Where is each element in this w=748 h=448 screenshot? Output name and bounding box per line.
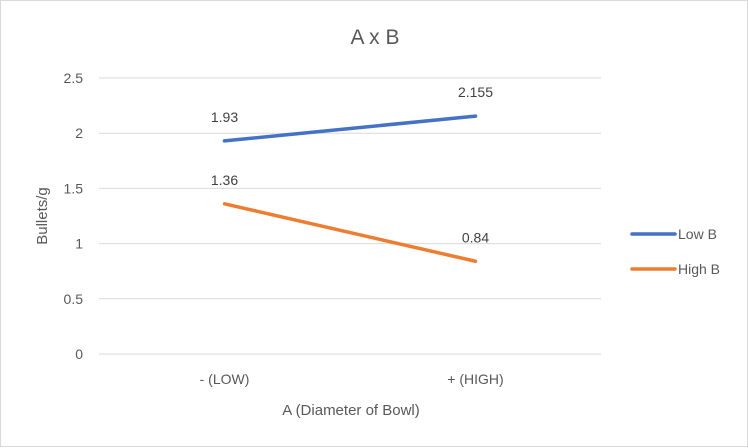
- series-line-low-b: [222, 114, 478, 143]
- y-tick-label: 1.5: [64, 180, 84, 196]
- legend-label: High B: [678, 261, 720, 277]
- data-point: [223, 202, 226, 206]
- data-labels: 1.93 2.155 1.36 0.84: [211, 84, 493, 245]
- y-axis-ticks: 0 0.5 1 1.5 2 2.5: [64, 70, 84, 362]
- data-point: [223, 139, 226, 143]
- data-label: 0.84: [462, 229, 489, 245]
- y-tick-label: 0.5: [64, 291, 84, 307]
- gridlines: [99, 77, 601, 355]
- data-point: [474, 114, 477, 118]
- y-axis-title: Bullets/g: [34, 187, 51, 245]
- x-axis-title: A (Diameter of Bowl): [282, 402, 420, 419]
- y-tick-label: 0: [75, 346, 83, 362]
- legend-label: Low B: [678, 226, 717, 242]
- y-tick-label: 1: [75, 236, 83, 252]
- legend: Low B High B: [630, 226, 720, 277]
- series-line-high-b: [222, 202, 478, 264]
- x-tick-label: - (LOW): [200, 371, 250, 387]
- x-axis-ticks: - (LOW) + (HIGH): [200, 371, 504, 387]
- data-label: 1.93: [211, 109, 238, 125]
- chart-title: A x B: [350, 26, 399, 49]
- series-lines: [222, 114, 478, 264]
- data-point: [474, 259, 477, 263]
- x-tick-label: + (HIGH): [447, 371, 503, 387]
- data-label: 2.155: [458, 84, 493, 100]
- data-label: 1.36: [211, 172, 238, 188]
- y-tick-label: 2: [75, 125, 83, 141]
- y-tick-label: 2.5: [64, 70, 84, 86]
